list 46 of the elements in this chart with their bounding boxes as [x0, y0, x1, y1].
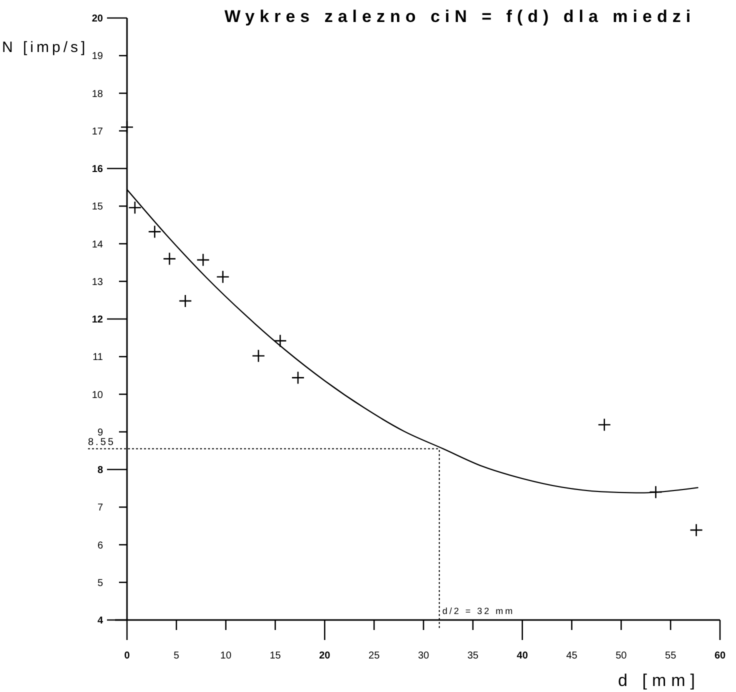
x-tick-label: 30 — [418, 650, 430, 662]
chart-title: Wykres zalezno ciN = f(d) dla miedzi — [224, 7, 696, 26]
y-tick-label: 19 — [92, 51, 104, 62]
x-tick-label: 10 — [220, 650, 232, 662]
point — [148, 225, 162, 238]
x-tick-label: 60 — [714, 650, 726, 662]
y-tick-label: 4 — [97, 616, 104, 626]
x-tick-label: 25 — [368, 650, 380, 662]
x-tick-label: 20 — [319, 650, 331, 662]
y-tick-label: 12 — [92, 314, 104, 326]
y-tick-label: 9 — [97, 427, 104, 438]
point — [120, 120, 134, 134]
y-tick-label: 6 — [97, 540, 104, 552]
point — [178, 294, 192, 308]
point — [252, 349, 266, 363]
y-tick-label: 15 — [92, 202, 104, 213]
point — [598, 418, 612, 432]
x-tick-label: 0 — [124, 650, 130, 662]
x-tick-label: 40 — [516, 650, 528, 662]
y-tick-label: 8 — [97, 465, 104, 476]
y-axis-title: N [imp/s] — [2, 39, 88, 56]
point — [196, 253, 210, 267]
y-tick-label: 17 — [92, 126, 104, 138]
x-tick-label: 15 — [270, 650, 282, 662]
y-tick-label: 13 — [92, 276, 104, 288]
y-tick-label: 10 — [92, 390, 104, 401]
ref-line-label: 8.55 — [88, 436, 116, 448]
point — [162, 252, 176, 266]
ref-line-label: d/2 = 32 mm — [442, 606, 515, 616]
x-tick-label: 50 — [616, 650, 628, 662]
y-tick-label: 16 — [92, 164, 104, 175]
y-tick-label: 18 — [92, 88, 104, 100]
y-tick-label: 20 — [92, 14, 104, 24]
point — [291, 371, 305, 384]
x-tick-label: 55 — [665, 650, 677, 662]
x-axis-title: d [mm] — [618, 671, 700, 690]
y-tick-label: 5 — [97, 578, 104, 589]
point — [216, 270, 230, 284]
point — [274, 334, 287, 348]
x-tick-label: 35 — [467, 650, 479, 662]
y-tick-label: 7 — [97, 502, 104, 514]
point — [690, 523, 703, 537]
y-tick-label: 11 — [92, 352, 104, 364]
y-tick-label: 14 — [92, 239, 104, 250]
x-tick-label: 5 — [174, 650, 180, 662]
x-tick-label: 45 — [566, 650, 578, 662]
